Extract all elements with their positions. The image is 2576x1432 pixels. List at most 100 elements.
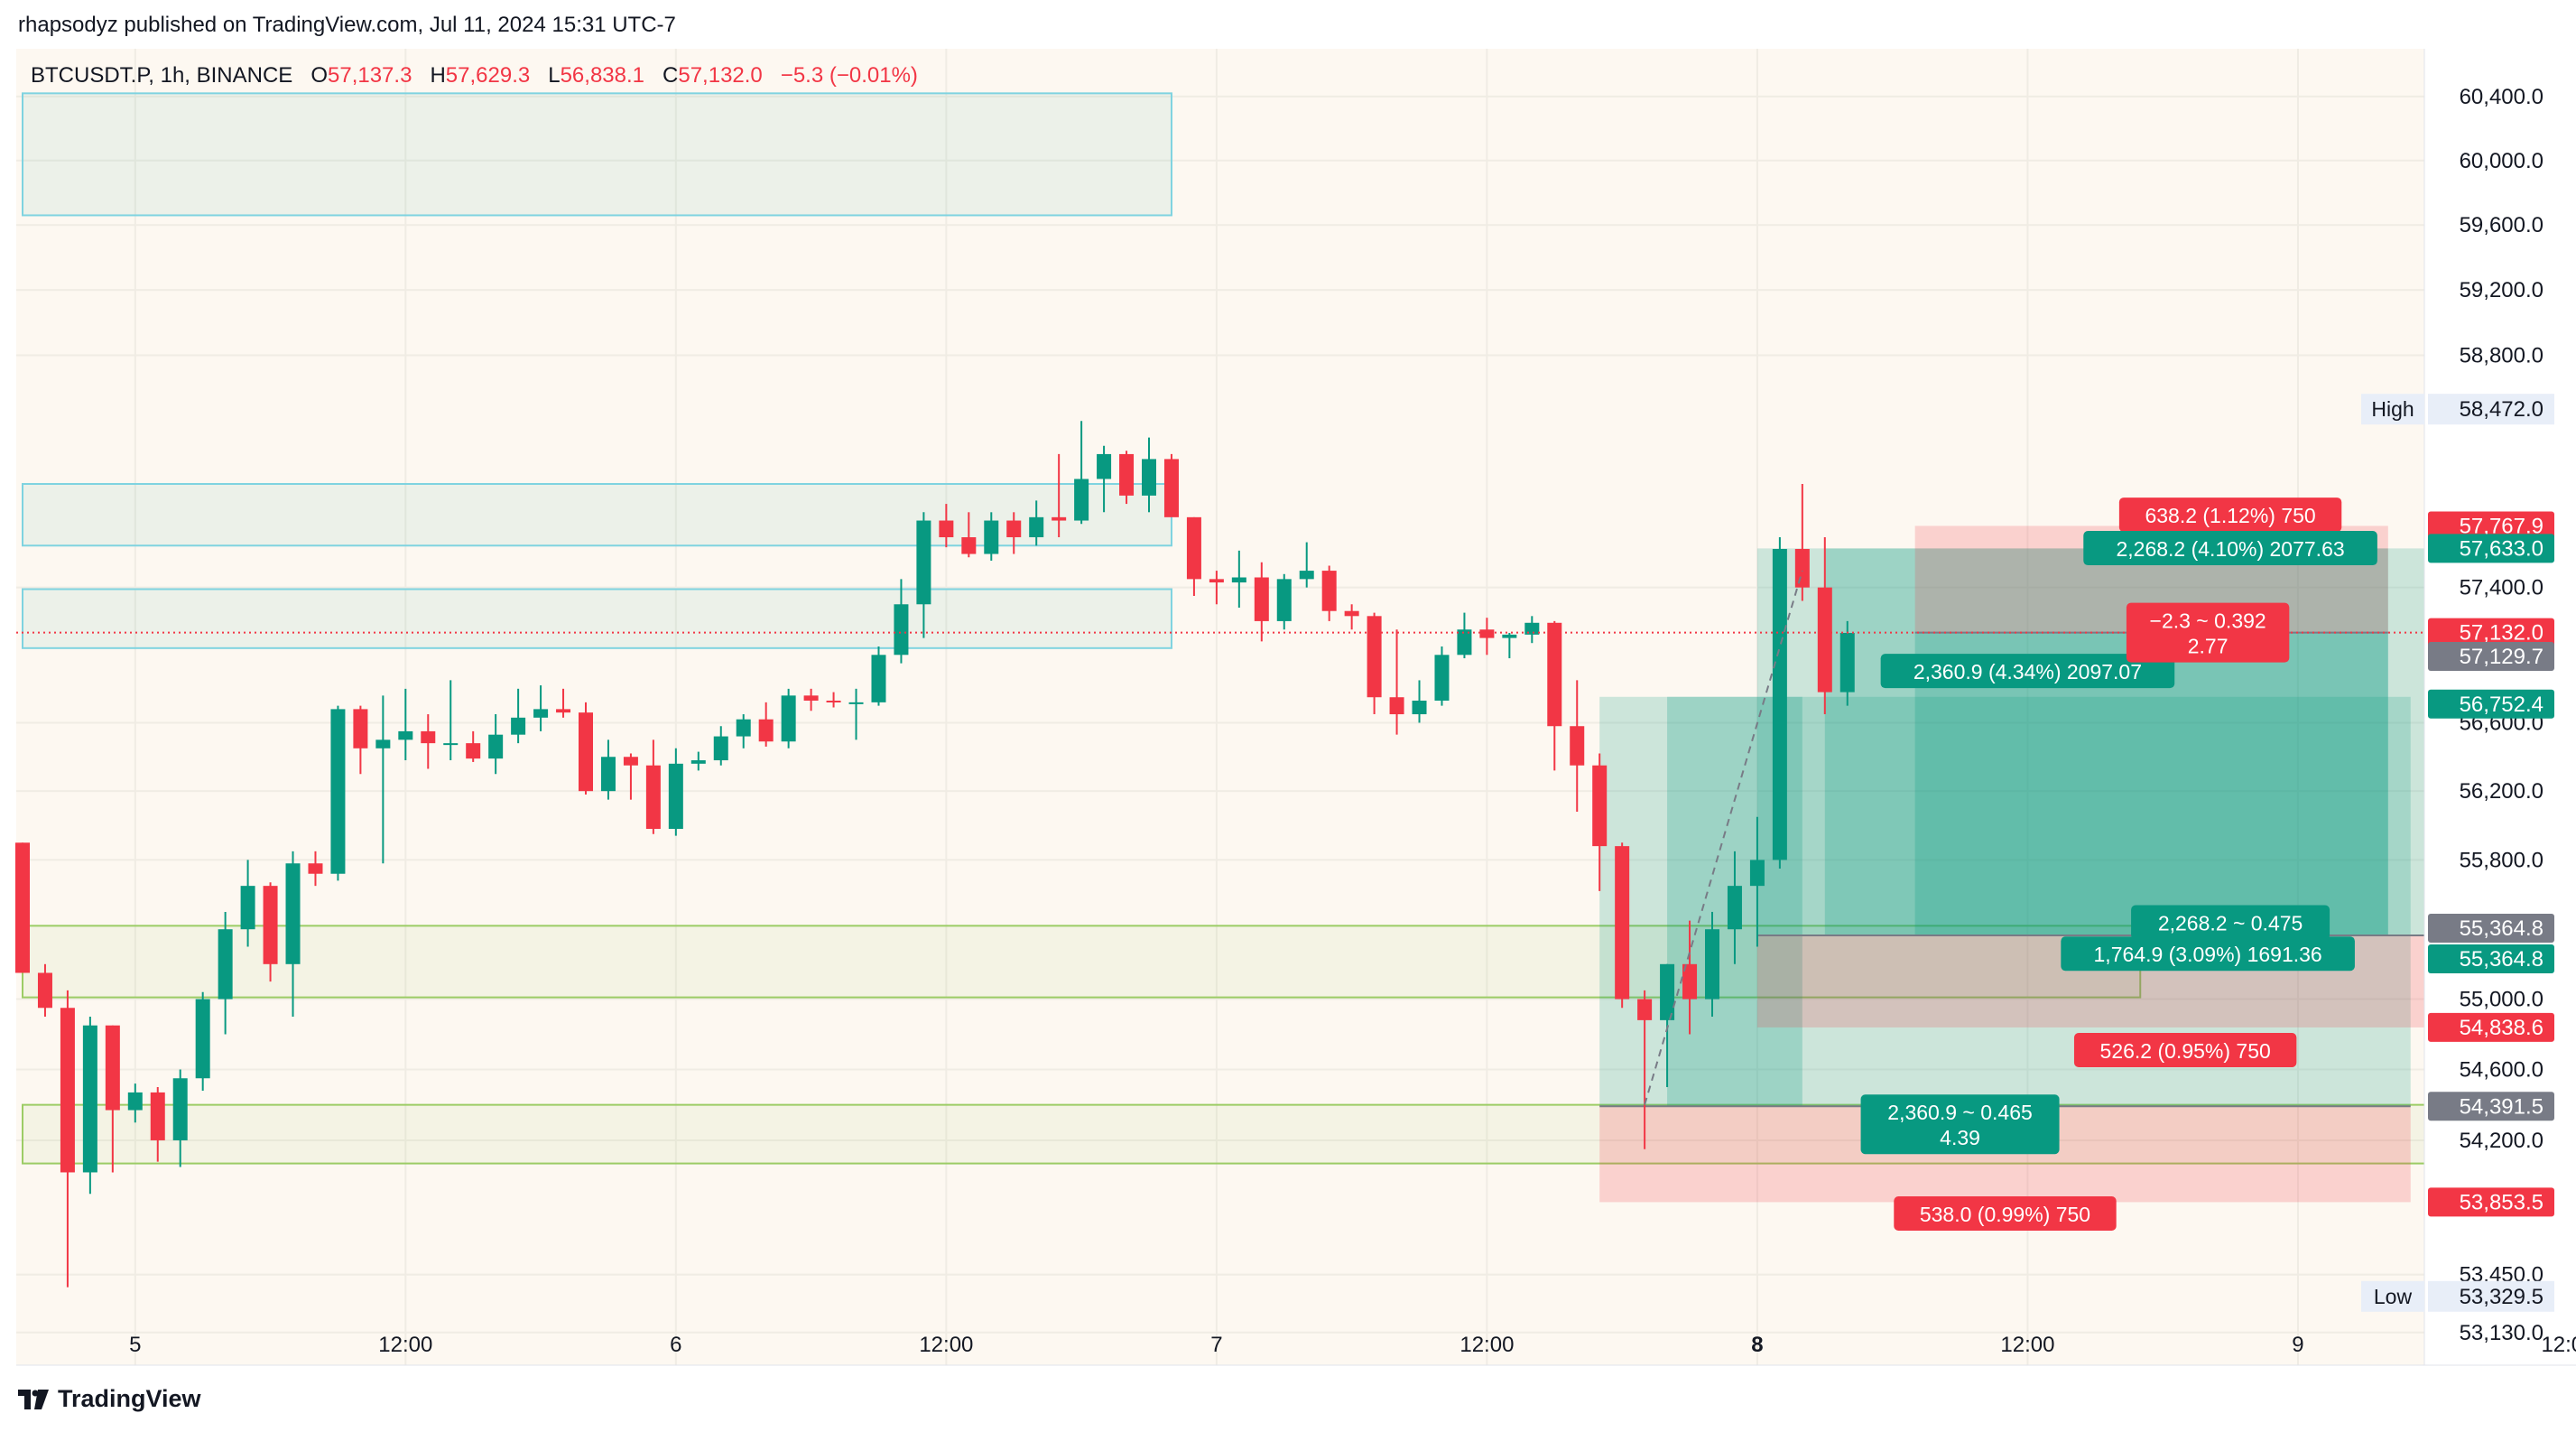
time-tick-label: 6 xyxy=(670,1333,681,1357)
extreme-value-text: 58,472.0 xyxy=(2460,397,2544,422)
time-tick-label: 12:00 xyxy=(1459,1333,1514,1357)
overlay-lines xyxy=(16,570,2424,1105)
price-tick-label: 57,400.0 xyxy=(2460,576,2544,600)
candle-body xyxy=(1299,571,1314,580)
price-tick-label: 54,600.0 xyxy=(2460,1057,2544,1082)
price-tag-text: 53,853.5 xyxy=(2460,1190,2544,1214)
candle-body xyxy=(1660,963,1675,1020)
price-tick-label: 59,600.0 xyxy=(2460,213,2544,237)
callout-bg xyxy=(2131,905,2330,940)
footer-brand-label: TradingView xyxy=(58,1385,201,1412)
time-tick-label: 12:00 xyxy=(919,1333,973,1357)
legend-close-label: C xyxy=(663,63,679,88)
price-tag: 56,752.4 xyxy=(2428,689,2554,719)
price-tag-bg xyxy=(2428,1187,2554,1217)
candle-body xyxy=(1052,516,1067,521)
price-tag: 55,364.8 xyxy=(2428,913,2554,943)
price-tag: 57,633.0 xyxy=(2428,534,2554,563)
callout-text: 638.2 (1.12%) 750 xyxy=(2145,504,2315,527)
candle-body xyxy=(1006,520,1022,538)
price-tag-bg xyxy=(2428,913,2554,943)
tradingview-logo-icon xyxy=(18,1389,49,1409)
candle-body xyxy=(1749,860,1765,887)
candle-body xyxy=(353,709,368,749)
time-tick-label: 7 xyxy=(1210,1333,1222,1357)
callout-bg xyxy=(1894,1195,2117,1231)
symbol-legend: BTCUSDT.P, 1h, BINANCE O57,137.3 H57,629… xyxy=(31,63,918,88)
candle-body xyxy=(1727,886,1742,930)
price-tag-bg xyxy=(2428,642,2554,672)
candle-body xyxy=(150,1092,165,1140)
candle-body xyxy=(579,712,593,792)
candle-body xyxy=(690,760,706,764)
price-tag: 57,132.0 xyxy=(2428,618,2554,647)
time-tick-label: 9 xyxy=(2292,1333,2303,1357)
candle-body xyxy=(533,709,549,718)
price-tag-bg xyxy=(2428,944,2554,973)
candle-body xyxy=(894,604,909,656)
legend-close-value: 57,132.0 xyxy=(678,63,763,88)
extreme-label-low: Low 53,329.5 xyxy=(2361,1280,2554,1312)
price-axis[interactable]: 60,400.0 60,000.0 59,600.0 59,200.0 58,800.0… xyxy=(2361,49,2576,1365)
candle-body xyxy=(308,863,323,874)
time-tick-label: 12:00 xyxy=(2541,1333,2576,1357)
footer-brand[interactable]: TradingView xyxy=(18,1385,201,1413)
extreme-value-text: 53,329.5 xyxy=(2460,1285,2544,1309)
candle-body xyxy=(1029,516,1044,538)
extreme-label-high: High 58,472.0 xyxy=(2361,394,2554,425)
candle-body xyxy=(82,1025,97,1173)
callout-text: 2,360.9 (4.34%) 2097.07 xyxy=(1913,660,2142,683)
candle-body xyxy=(285,863,301,964)
price-tag: 54,391.5 xyxy=(2428,1092,2554,1121)
candlestick-series[interactable] xyxy=(15,421,1855,1288)
price-tick-label: 59,200.0 xyxy=(2460,278,2544,302)
time-tick-label: 5 xyxy=(129,1333,141,1357)
callout-bg xyxy=(2083,531,2377,566)
candle-body xyxy=(871,655,886,702)
callout-text: 2,268.2 (4.10%) 2077.63 xyxy=(2116,537,2344,561)
candle-body xyxy=(1479,629,1495,638)
candle-body xyxy=(398,730,413,740)
callout-label: 2,268.2 ~ 0.475 xyxy=(2131,905,2330,940)
zone-box-zone xyxy=(22,92,1172,217)
candle-body xyxy=(1254,577,1269,621)
price-tag-text: 54,391.5 xyxy=(2460,1094,2544,1119)
candle-body xyxy=(848,702,864,704)
candle-body xyxy=(172,1078,188,1140)
legend-low-label: L xyxy=(548,63,561,88)
candle-body xyxy=(826,700,841,702)
time-tick-label: 12:00 xyxy=(2000,1333,2054,1357)
candle-body xyxy=(1592,765,1608,847)
zone-box-zone xyxy=(22,482,1172,547)
callout-label: 1,764.9 (3.09%) 1691.36 xyxy=(2061,936,2355,972)
position-callouts: 638.2 (1.12%) 750 2,268.2 (4.10%) 2077.63… xyxy=(1860,497,2377,1231)
candle-body xyxy=(195,999,210,1079)
extreme-value-bg xyxy=(2428,394,2554,425)
legend-high-value: 57,629.3 xyxy=(445,63,531,88)
candle-body xyxy=(375,739,391,749)
candle-body xyxy=(1367,616,1382,698)
callout-bg xyxy=(1880,654,2175,689)
candle-body xyxy=(939,520,954,538)
callout-text: 2,360.9 ~ 0.465 xyxy=(1887,1101,2033,1124)
price-tick-label: 53,130.0 xyxy=(2460,1321,2544,1345)
price-tag-bg xyxy=(2428,618,2554,647)
price-tag: 55,364.8 xyxy=(2428,944,2554,973)
candle-body xyxy=(127,1092,143,1111)
candle-body xyxy=(1682,963,1698,1000)
price-tick-label: 55,800.0 xyxy=(2460,848,2544,872)
candle-body xyxy=(1705,929,1719,1000)
extreme-tag-bg xyxy=(2361,1280,2424,1312)
price-tag: 53,853.5 xyxy=(2428,1187,2554,1217)
candle-body xyxy=(645,765,661,830)
callout-text: 1,764.9 (3.09%) 1691.36 xyxy=(2094,943,2322,966)
candle-body xyxy=(713,736,728,761)
candle-body xyxy=(736,719,751,737)
candle-body xyxy=(1209,579,1224,583)
zone-box-profit-dark xyxy=(1824,548,2388,935)
candle-body xyxy=(1502,634,1517,638)
extreme-tag-text: Low xyxy=(2374,1285,2413,1308)
callout-text: 526.2 (0.95%) 750 xyxy=(2100,1039,2271,1063)
